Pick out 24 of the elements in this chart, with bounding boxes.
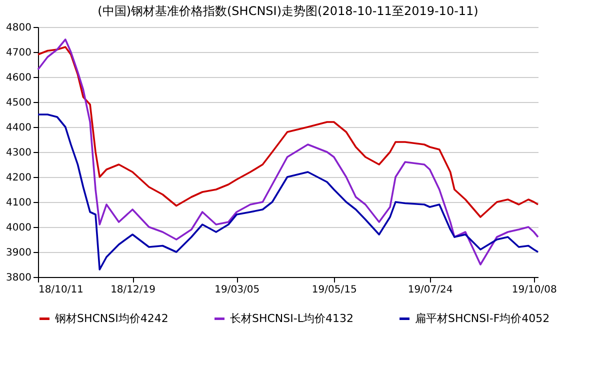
line-series	[37, 114, 539, 270]
y-tick-label: 3900	[6, 248, 32, 258]
y-tick-label: 4600	[6, 72, 32, 84]
y-tick-label: 4200	[6, 172, 32, 184]
legend-label: 长材SHCNSI-L均价4132	[230, 312, 354, 325]
y-tick-label: 4000	[6, 222, 32, 234]
x-tick-label: 19/10/08	[512, 284, 557, 296]
x-tick-label: 19/05/15	[312, 284, 357, 296]
x-tick-label: 18/12/19	[110, 284, 156, 296]
y-tick-label: 4800	[6, 22, 32, 34]
x-tick-label: 19/07/24	[408, 284, 453, 296]
y-tick-label: 4300	[6, 148, 32, 158]
y-tick-label: 4700	[6, 48, 32, 58]
x-tick-label: 19/03/05	[214, 284, 260, 296]
y-tick-label: 4500	[6, 98, 32, 108]
chart-title: (中国)钢材基准价格指数(SHCNSI)走势图(2018-10-11至2019-10-11)	[98, 4, 478, 18]
y-tick-label: 4100	[6, 198, 32, 208]
legend-label: 钢材SHCNSI均价4242	[54, 312, 168, 325]
line-series	[37, 46, 539, 218]
legend-label: 扁平材SHCNSI-F均价4052	[415, 312, 550, 325]
y-tick-label: 3800	[6, 272, 32, 284]
y-tick-label: 4400	[6, 122, 32, 134]
line-series	[37, 38, 539, 266]
x-tick-label: 18/10/11	[38, 284, 84, 296]
